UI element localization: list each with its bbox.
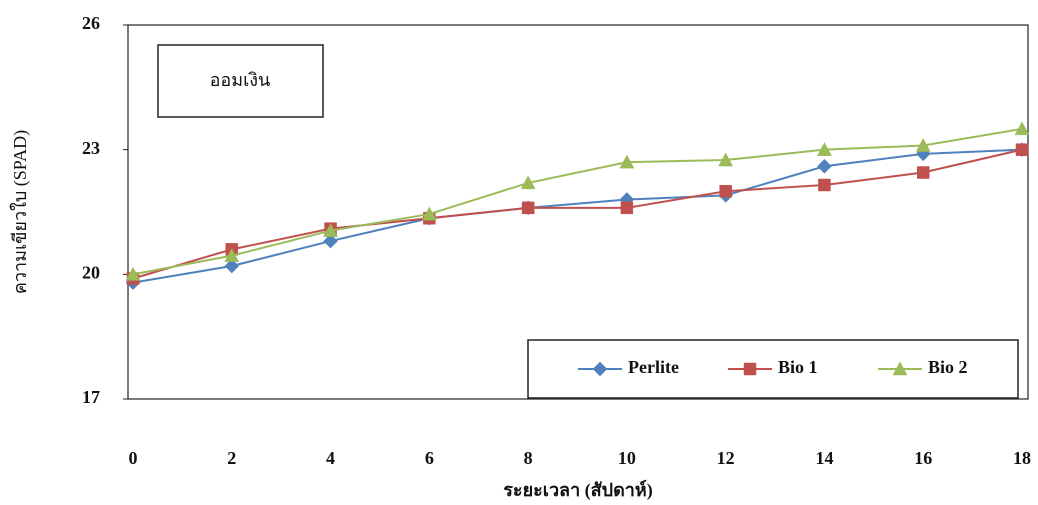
legend-label: Bio 1 [778,357,818,377]
legend-marker [892,361,908,376]
series-line [132,148,1023,284]
data-point [421,206,437,221]
legend-marker [592,361,608,377]
x-tick-label: 16 [914,448,932,468]
annotation-box [157,44,324,118]
x-tick-label: 12 [717,448,735,468]
legend-marker [743,362,757,376]
y-tick-label: 17 [82,387,100,407]
data-point [818,178,831,192]
legend-label: Perlite [628,357,679,377]
x-tick-label: 10 [618,448,636,468]
data-point [323,223,338,237]
data-point [916,166,930,179]
data-point [1014,121,1030,136]
x-tick-label: 8 [524,448,533,468]
data-point [125,266,141,281]
y-axis-label: ความเขียวใบ (SPAD) [9,130,31,294]
x-tick-label: 18 [1013,448,1031,468]
x-tick-label: 0 [129,448,138,468]
data-point [719,184,732,198]
annotation: ออมเงิน [210,70,271,90]
x-tick-label: 4 [326,448,335,468]
data-point [224,258,240,274]
data-point [915,137,931,152]
data-point [323,233,338,249]
data-point [224,248,240,262]
series-line [132,127,1023,276]
data-point [620,201,634,215]
series-line [132,148,1023,280]
plot-area [127,24,1029,400]
legend-label: Bio 2 [928,357,968,377]
x-axis-label: ระยะเวลา (สัปดาห์) [503,479,653,501]
x-tick-label: 2 [227,448,236,468]
data-point [521,201,535,215]
x-tick-label: 14 [815,448,833,468]
data-point [1015,143,1029,156]
data-point [520,175,536,190]
y-tick-label: 20 [82,262,100,282]
x-tick-label: 6 [425,448,434,468]
y-tick-label: 23 [82,138,100,158]
data-point [718,152,734,167]
y-tick-label: 26 [82,13,100,33]
data-point [619,154,635,169]
data-point [817,142,832,156]
data-point [817,158,832,174]
